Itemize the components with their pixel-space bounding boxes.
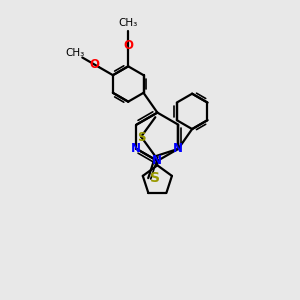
Text: O: O [123, 39, 133, 52]
Text: O: O [90, 58, 100, 71]
Text: CH₃: CH₃ [65, 48, 85, 59]
Text: S: S [150, 171, 160, 185]
Text: CH₃: CH₃ [118, 18, 138, 28]
Text: S: S [137, 131, 146, 144]
Text: N: N [152, 154, 162, 167]
Text: N: N [173, 142, 183, 155]
Text: N: N [131, 142, 141, 155]
